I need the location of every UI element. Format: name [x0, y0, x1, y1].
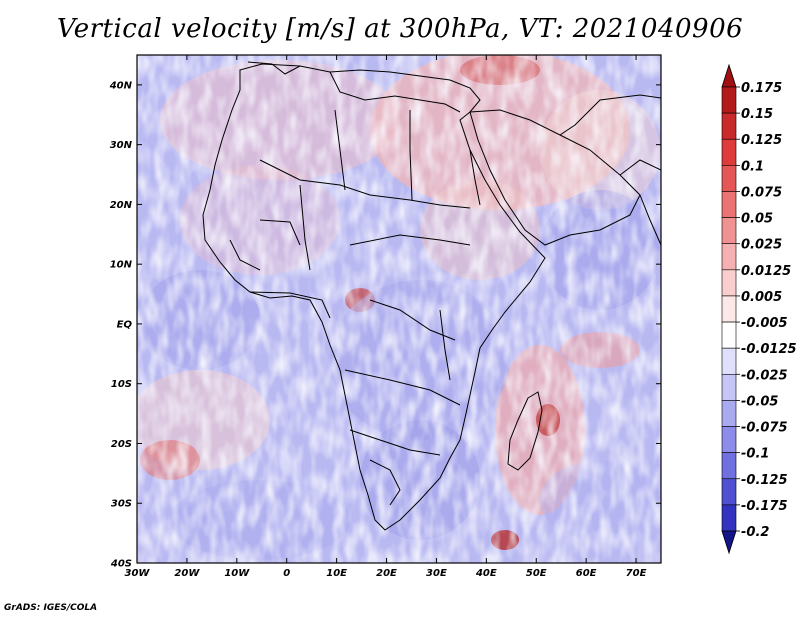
colorbar-swatch: [721, 86, 737, 114]
lat-tick-label: 10S: [111, 379, 132, 390]
colorbar-label: -0.175: [741, 499, 788, 514]
colorbar-label: 0.15: [741, 107, 773, 122]
latitude-axis: 40N 30N 20N 10N EQ 10S 20S 30S 40S: [109, 80, 661, 570]
colorbar-label: -0.2: [741, 525, 769, 540]
colorbar-label: 0.025: [741, 238, 782, 253]
lon-tick-label: 50E: [526, 568, 547, 579]
colorbar: 0.175 0.15 0.125 0.1 0.075 0.05 0.025 0.0125 0.0…: [721, 63, 797, 555]
colorbar-swatch: [721, 373, 737, 401]
colorbar-swatch: [721, 426, 737, 453]
lat-tick-label: EQ: [117, 319, 133, 330]
lon-tick-label: 60E: [576, 568, 597, 579]
colorbar-label: -0.0125: [741, 342, 797, 357]
lat-tick-label: 20S: [111, 439, 132, 450]
colorbar-label: -0.005: [741, 316, 788, 331]
colorbar-swatch: [721, 269, 737, 297]
lat-tick-label: 10N: [110, 260, 133, 271]
lat-tick-label: 20N: [110, 200, 133, 211]
colorbar-swatch: [721, 321, 737, 349]
colorbar-swatch: [721, 452, 737, 480]
lat-tick-label: 40S: [110, 559, 132, 570]
footer-credit: GrADS: IGES/COLA: [4, 603, 98, 613]
lat-tick-label: 30N: [110, 140, 133, 151]
lon-tick-label: 0: [283, 568, 290, 579]
lon-tick-label: 10E: [326, 568, 347, 579]
colorbar-top-arrow: [721, 63, 737, 88]
lon-tick-label: 70E: [626, 568, 647, 579]
colorbar-swatch: [721, 112, 737, 140]
lon-tick-label: 30W: [125, 568, 151, 579]
colorbar-label: 0.075: [741, 185, 782, 200]
colorbar-swatch: [721, 347, 737, 375]
map-title: Vertical velocity [m/s] at 300hPa, VT: 2…: [56, 14, 744, 44]
colorbar-label: -0.05: [741, 394, 778, 409]
colorbar-label: 0.0125: [741, 264, 791, 279]
lat-tick-label: 30S: [111, 499, 132, 510]
colorbar-label: -0.075: [741, 421, 788, 436]
colorbar-label: 0.005: [741, 290, 782, 305]
colorbar-swatch: [721, 243, 737, 271]
plot-frame: [136, 54, 662, 564]
colorbar-label: -0.1: [741, 447, 769, 462]
colorbar-label: -0.025: [741, 368, 788, 383]
coastline: [202, 61, 661, 531]
colorbar-swatch: [721, 138, 737, 166]
lon-tick-label: 20E: [376, 568, 397, 579]
lon-tick-label: 10W: [224, 568, 250, 579]
colorbar-swatch: [721, 191, 737, 218]
colorbar-swatch: [721, 478, 737, 506]
colorbar-label: 0.175: [741, 81, 782, 96]
colorbar-swatch: [721, 504, 737, 532]
lon-tick-label: 30E: [426, 568, 447, 579]
colorbar-swatch: [721, 295, 737, 323]
colorbar-swatch: [721, 400, 737, 427]
lon-tick-label: 40E: [475, 568, 497, 579]
colorbar-bottom-arrow: [721, 530, 737, 555]
colorbar-label: 0.05: [741, 212, 773, 227]
colorbar-swatch: [721, 217, 737, 245]
longitude-axis: 30W 20W 10W 0 10E 20E 30E 40E 50E 60E 70E: [125, 55, 647, 579]
colorbar-label: -0.125: [741, 473, 788, 488]
lat-tick-label: 40N: [109, 80, 133, 91]
lon-tick-label: 20W: [174, 568, 200, 579]
colorbar-swatch: [721, 165, 737, 192]
velocity-field: [137, 55, 661, 563]
colorbar-label: 0.1: [741, 159, 764, 174]
colorbar-label: 0.125: [741, 133, 782, 148]
